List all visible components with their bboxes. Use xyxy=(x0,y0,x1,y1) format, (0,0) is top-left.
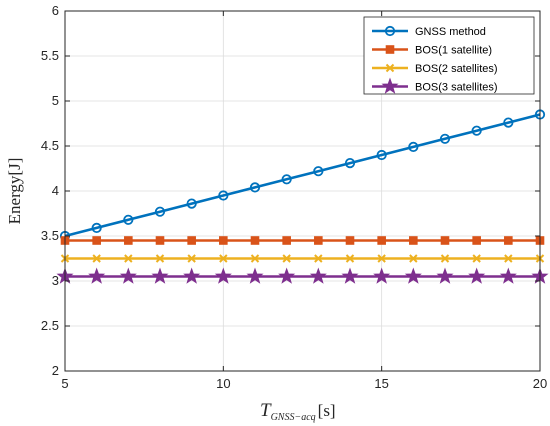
data-point xyxy=(155,236,165,245)
data-point xyxy=(250,254,260,263)
data-point xyxy=(91,222,102,233)
y-tick-label: 5.5 xyxy=(41,48,59,63)
data-point xyxy=(377,236,386,245)
data-point xyxy=(246,267,264,284)
data-point xyxy=(183,267,201,284)
data-point xyxy=(124,236,133,245)
data-point xyxy=(472,236,481,245)
data-point xyxy=(377,254,386,263)
data-point xyxy=(187,236,196,245)
data-point xyxy=(282,236,291,245)
legend-entry: BOS(3 satellites) xyxy=(372,77,498,94)
data-point xyxy=(376,149,387,161)
y-tick-label: 6 xyxy=(52,3,59,18)
y-tick-label: 2 xyxy=(52,363,59,378)
legend-swatch-marker xyxy=(384,25,396,37)
legend-label: GNSS method xyxy=(415,26,486,38)
data-point xyxy=(345,236,355,245)
y-tick-label: 5 xyxy=(52,93,59,108)
y-axis-label: Energy[J] xyxy=(5,158,24,225)
y-tick-label: 2.5 xyxy=(41,318,59,333)
x-tick-label: 10 xyxy=(216,376,230,391)
data-point xyxy=(409,254,418,263)
data-point xyxy=(440,254,450,263)
x-axis-label-main: T xyxy=(260,400,272,421)
legend: GNSS method BOS(1 satellite) BOS(2 satelli… xyxy=(363,16,535,95)
axis-ticks: 5 10 15 20 2 2.5 3 3.5 4 4.5 5 5.5 6 xyxy=(41,3,547,391)
data-point xyxy=(219,254,228,263)
data-point xyxy=(249,182,261,193)
series-2 xyxy=(60,236,545,245)
data-point xyxy=(309,267,327,284)
y-tick-label: 3 xyxy=(52,273,59,288)
data-point xyxy=(151,267,169,284)
legend-label: BOS(2 satellites) xyxy=(415,63,498,75)
data-point xyxy=(155,254,165,263)
series-3 xyxy=(60,254,545,263)
data-point xyxy=(92,236,101,245)
data-point xyxy=(278,267,296,284)
data-point xyxy=(282,254,291,263)
data-point xyxy=(154,206,166,217)
x-tick-label: 20 xyxy=(533,376,547,391)
data-point xyxy=(471,125,482,136)
legend-label: BOS(3 satellites) xyxy=(415,82,498,94)
legend-entry: BOS(2 satellites) xyxy=(372,63,498,75)
data-point xyxy=(123,214,134,225)
legend-swatch-marker xyxy=(381,77,399,94)
data-point xyxy=(373,267,391,284)
data-point xyxy=(408,141,419,152)
data-point xyxy=(439,133,451,144)
x-tick-label: 15 xyxy=(374,376,388,391)
data-point xyxy=(313,166,324,177)
data-point xyxy=(119,267,137,284)
legend-swatch-marker xyxy=(385,45,395,54)
series-1 xyxy=(59,109,546,242)
data-point xyxy=(92,254,101,263)
data-point xyxy=(436,267,454,284)
data-point xyxy=(281,174,292,185)
data-point xyxy=(250,236,260,245)
y-tick-label: 4 xyxy=(52,183,59,198)
data-point xyxy=(404,267,422,284)
data-point xyxy=(503,117,514,128)
data-point xyxy=(440,236,450,245)
data-point xyxy=(186,198,197,209)
data-point xyxy=(409,236,418,245)
legend-entry: GNSS method xyxy=(372,25,486,38)
data-point xyxy=(218,190,229,201)
data-point xyxy=(472,254,481,263)
x-axis-label: TGNSS−acq [s] xyxy=(260,400,336,423)
data-point xyxy=(314,254,323,263)
legend-swatch-marker xyxy=(385,63,395,73)
series-line xyxy=(64,113,541,238)
data-point xyxy=(88,267,106,284)
data-point xyxy=(187,254,196,263)
x-axis-label-subscript: GNSS−acq xyxy=(271,412,316,423)
data-point xyxy=(499,267,517,284)
data-point xyxy=(341,267,359,284)
y-tick-label: 3.5 xyxy=(41,228,59,243)
x-tick-label: 5 xyxy=(61,376,68,391)
data-point xyxy=(219,236,228,245)
data-point xyxy=(345,254,355,263)
legend-label: BOS(1 satellite) xyxy=(415,45,492,57)
data-point xyxy=(214,267,232,284)
data-point xyxy=(124,254,133,263)
data-point xyxy=(344,158,356,169)
y-tick-label: 4.5 xyxy=(41,138,59,153)
data-point xyxy=(314,236,323,245)
legend-entry: BOS(1 satellite) xyxy=(372,45,492,57)
x-axis-label-unit: [s] xyxy=(318,401,336,420)
data-point xyxy=(468,267,486,284)
data-point xyxy=(504,236,513,245)
data-point xyxy=(504,254,513,263)
